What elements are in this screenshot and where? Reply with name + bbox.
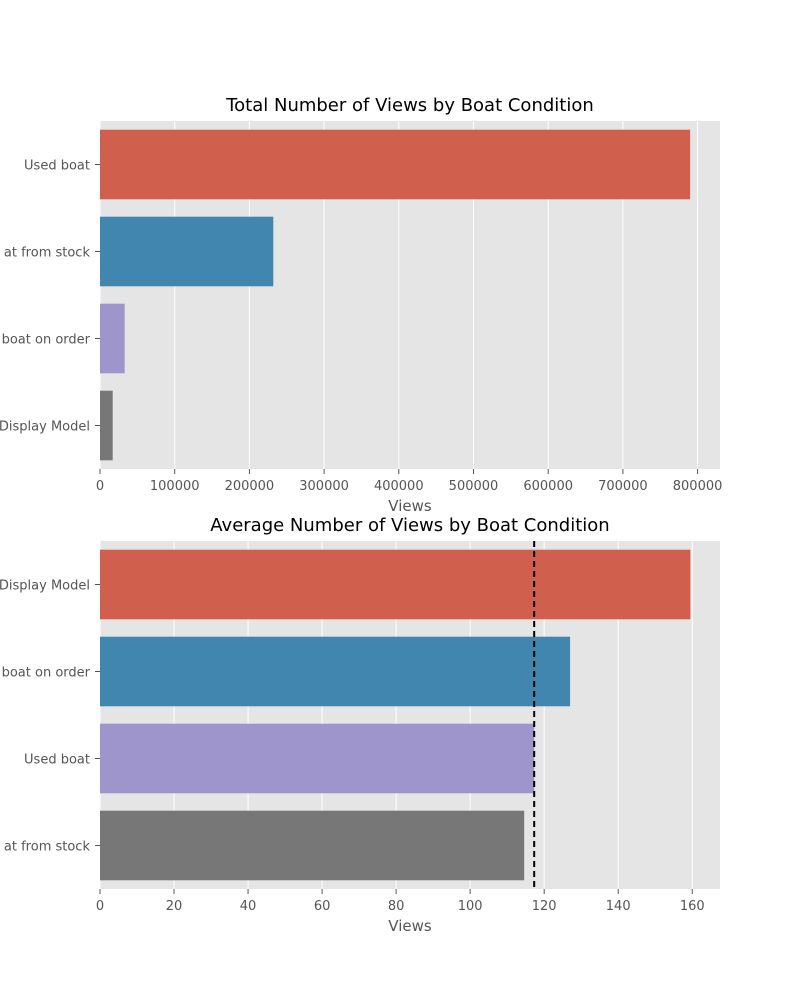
- x-tick-label: 160: [680, 899, 705, 914]
- x-tick-label: 0: [96, 899, 104, 914]
- x-axis-ticks: 0 20 40 60 80 100 120 140 160: [96, 889, 705, 914]
- x-tick-label: 80: [388, 899, 405, 914]
- x-tick-label: 700000: [598, 479, 648, 494]
- x-tick-label: 20: [166, 899, 183, 914]
- bar: [100, 810, 525, 881]
- x-tick-label: 60: [314, 899, 331, 914]
- x-tick-label: 140: [606, 899, 631, 914]
- y-tick-label: Used boat: [24, 159, 90, 174]
- bars: [100, 129, 691, 461]
- bar: [100, 549, 691, 620]
- x-tick-label: 200000: [225, 479, 275, 494]
- x-tick-label: 500000: [449, 479, 499, 494]
- y-tick-label: at from stock: [4, 246, 91, 261]
- y-tick-label: Used boat: [24, 753, 90, 768]
- bar: [100, 129, 691, 200]
- y-axis-ticks: Display Model boat on order Used boat at fr…: [0, 579, 100, 855]
- x-tick-label: 0: [96, 479, 104, 494]
- y-tick-label: boat on order: [2, 666, 91, 681]
- y-tick-label: boat on order: [2, 333, 91, 348]
- x-tick-label: 800000: [673, 479, 723, 494]
- x-tick-label: 600000: [523, 479, 573, 494]
- x-axis-ticks: 0 100000 200000 300000 400000 500000 600000 700…: [96, 469, 723, 494]
- bar: [100, 723, 535, 794]
- bar: [100, 390, 113, 461]
- chart-average-views: 0 20 40 60 80 100 120 140 160 Display Model boat …: [0, 515, 720, 935]
- x-axis-label: Views: [388, 497, 432, 515]
- x-axis-label: Views: [388, 917, 432, 935]
- chart-title: Average Number of Views by Boat Conditio…: [210, 515, 609, 536]
- bar: [100, 216, 274, 287]
- x-tick-label: 300000: [299, 479, 349, 494]
- bar: [100, 636, 571, 707]
- x-tick-label: 100: [458, 899, 483, 914]
- x-tick-label: 40: [240, 899, 257, 914]
- x-tick-label: 100000: [150, 479, 200, 494]
- y-tick-label: Display Model: [0, 579, 90, 594]
- y-tick-label: at from stock: [4, 840, 91, 855]
- chart-title: Total Number of Views by Boat Condition: [225, 95, 594, 116]
- y-tick-label: Display Model: [0, 420, 90, 435]
- x-tick-label: 400000: [374, 479, 424, 494]
- chart-total-views: 0 100000 200000 300000 400000 500000 600000 700…: [0, 95, 722, 515]
- x-tick-label: 120: [532, 899, 557, 914]
- y-axis-ticks: Used boat at from stock boat on order Displ…: [0, 159, 100, 435]
- bars: [100, 549, 691, 881]
- bar: [100, 303, 125, 374]
